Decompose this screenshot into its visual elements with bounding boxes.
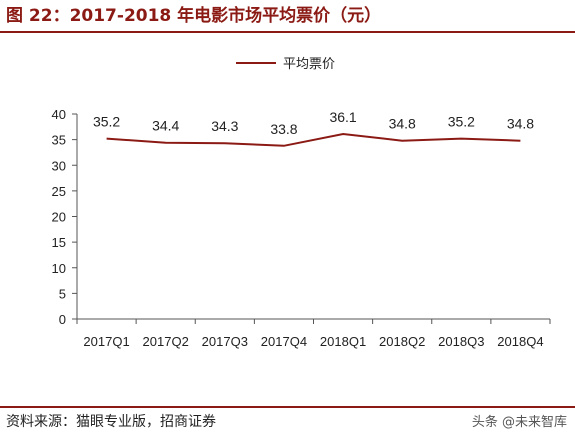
legend: 平均票价 <box>236 57 335 72</box>
title-divider <box>0 31 575 33</box>
x-tick-label: 2017Q2 <box>143 334 189 349</box>
y-tick-label: 20 <box>52 210 66 225</box>
data-label: 34.8 <box>389 116 416 132</box>
data-label: 34.4 <box>152 118 179 134</box>
data-label: 36.1 <box>329 109 356 125</box>
series-layer <box>106 132 521 147</box>
x-axis: 2017Q1 2017Q2 2017Q3 2017Q4 2018Q1 2018Q2 2018… <box>76 318 551 349</box>
watermark: 头条 @未来智库 <box>471 415 567 430</box>
y-tick-label: 25 <box>52 184 66 199</box>
y-tick-label: 5 <box>59 286 66 301</box>
y-tick-label: 10 <box>52 261 66 276</box>
y-tick-label: 15 <box>52 235 66 250</box>
data-labels: 35.2 34.4 34.3 33.8 36.1 34.8 35.2 34.8 <box>93 109 534 137</box>
data-label: 34.8 <box>507 116 534 132</box>
y-tick-label: 0 <box>59 312 66 327</box>
x-tick-label: 2018Q4 <box>497 334 543 349</box>
y-tick-label: 35 <box>52 133 66 148</box>
data-label: 35.2 <box>93 114 120 130</box>
x-tick-label: 2018Q1 <box>320 334 366 349</box>
footer-divider <box>0 406 575 408</box>
x-tick-label: 2018Q3 <box>438 334 484 349</box>
x-tick-label: 2017Q3 <box>202 334 248 349</box>
data-label: 34.3 <box>211 118 238 134</box>
data-label: 33.8 <box>270 121 297 137</box>
x-tick-label: 2017Q1 <box>83 334 129 349</box>
chart-title: 图 22：2017-2018 年电影市场平均票价（元） <box>6 6 382 26</box>
x-tick-label: 2018Q2 <box>379 334 425 349</box>
legend-label: 平均票价 <box>283 57 335 72</box>
y-tick-label: 30 <box>52 158 66 173</box>
source-note: 资料来源：猫眼专业版，招商证券 <box>6 414 216 430</box>
line-chart: 平均票价 0 5 10 15 20 25 30 35 40 2017Q1 2017Q2 2017Q3… <box>52 57 551 349</box>
series-line-平均票价 <box>106 132 521 147</box>
y-axis: 0 5 10 15 20 25 30 35 40 <box>52 107 78 327</box>
y-tick-label: 40 <box>52 107 66 122</box>
data-label: 35.2 <box>448 114 475 130</box>
x-tick-label: 2017Q4 <box>261 334 307 349</box>
